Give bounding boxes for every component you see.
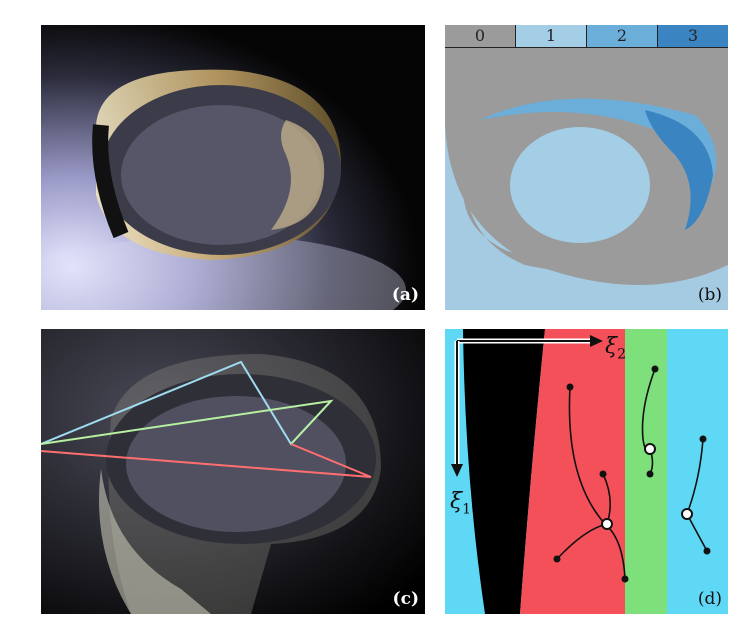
panel-c-image — [41, 329, 425, 614]
light-path-green — [41, 399, 334, 445]
panel-c-light-paths: (c) — [41, 329, 425, 614]
panel-c-label: (c) — [392, 589, 419, 609]
panel-b-image — [445, 25, 728, 310]
legend-item-0: 0 — [445, 25, 516, 47]
panel-a-image — [41, 25, 425, 310]
panel-b-label: (b) — [697, 285, 722, 305]
panel-a-label: (a) — [391, 285, 419, 305]
panel-a-render: (a) — [41, 25, 425, 310]
light-path-red — [41, 443, 372, 478]
xi2-axis-label: ξ2 — [605, 334, 627, 363]
legend-item-1: 1 — [516, 25, 587, 47]
panel-d-path-space: ξ2 ξ1 (d) — [445, 329, 728, 614]
xi1-axis-label: ξ1 — [450, 489, 472, 518]
legend-item-2: 2 — [587, 25, 658, 47]
panel-d-image — [445, 329, 728, 614]
panel-d-label: (d) — [697, 589, 722, 609]
legend-item-3: 3 — [658, 25, 728, 47]
panel-b-legend: 0 1 2 3 — [445, 25, 728, 48]
panel-b-classification: 0 1 2 3 (b) — [445, 25, 728, 310]
